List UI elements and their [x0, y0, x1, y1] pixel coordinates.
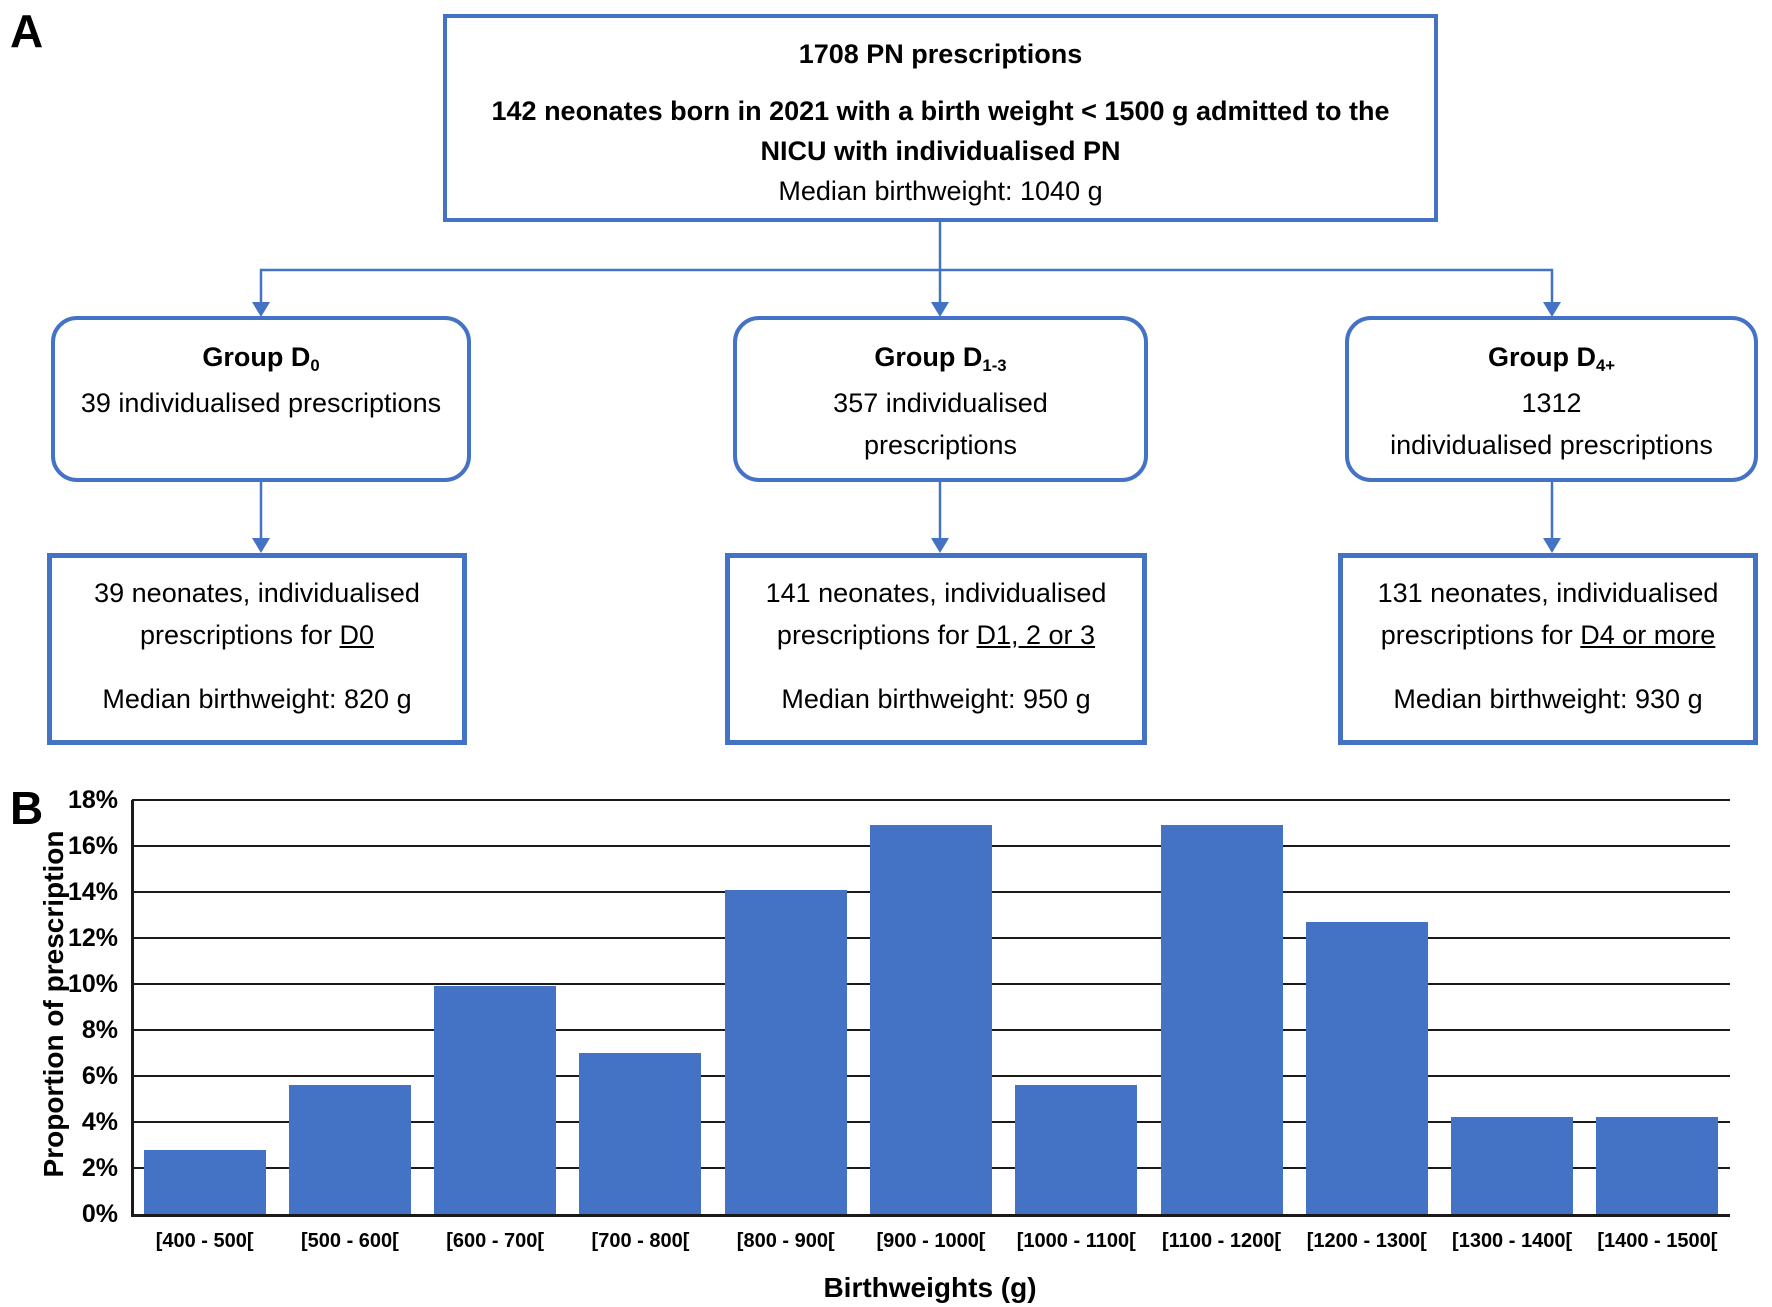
- group-d4plus-count-line2: individualised prescriptions: [1390, 430, 1713, 460]
- panel-b-label: B: [10, 782, 44, 834]
- y-tick-label-8pct: 8%: [81, 1016, 118, 1044]
- x-tick-label-[1400 - 1500[: [1400 - 1500[: [1597, 1230, 1718, 1252]
- flow-box-outcome-d4plus: 131 neonates, individualised prescriptio…: [1338, 553, 1758, 745]
- x-tick-label-[1100 - 1200[: [1100 - 1200[: [1162, 1230, 1282, 1252]
- group-name: Group D: [1487, 342, 1596, 372]
- outcome-text: prescriptions for: [776, 620, 977, 650]
- gridline-18pct: [132, 798, 1730, 802]
- arrowhead: [931, 538, 949, 553]
- outcome-d4plus-median: Median birthweight: 930 g: [1393, 684, 1703, 714]
- y-tick-label-14pct: 14%: [67, 878, 118, 906]
- x-tick-label-[800 - 900[: [800 - 900[: [736, 1230, 835, 1252]
- group-subscript: 4+: [1595, 355, 1616, 375]
- group-name: Group D: [874, 342, 983, 372]
- spacer: [730, 656, 1142, 678]
- group-subscript: 0: [310, 355, 320, 375]
- bar-[1400 - 1500[: [1596, 1117, 1719, 1214]
- spacer: [1343, 656, 1753, 678]
- outcome-d4plus-line2: prescriptions for D4 or more: [1343, 614, 1753, 656]
- group-name: Group D: [202, 342, 311, 372]
- arrowhead: [252, 538, 270, 553]
- group-d1-3-count-line1: 357 individualised: [833, 388, 1048, 418]
- bar-[600 - 700[: [434, 986, 557, 1214]
- y-tick-label-2pct: 2%: [81, 1154, 118, 1182]
- x-axis-title: Birthweights (g): [823, 1272, 1037, 1303]
- y-tick-label-18pct: 18%: [67, 786, 118, 814]
- group-d0-title: Group D0: [55, 336, 467, 382]
- spacer: [52, 656, 462, 678]
- x-axis-line: [131, 1214, 1730, 1217]
- flow-box-outcome-d0: 39 neonates, individualised prescription…: [47, 553, 467, 745]
- total-prescriptions-line: 1708 PN prescriptions: [798, 39, 1083, 69]
- outcome-d0-median: Median birthweight: 820 g: [102, 684, 412, 714]
- y-axis-line: [131, 800, 134, 1216]
- outcome-d4plus-line1: 131 neonates, individualised: [1377, 578, 1719, 608]
- x-tick-label-[1000 - 1100[: [1000 - 1100[: [1016, 1230, 1136, 1252]
- x-tick-label-[1200 - 1300[: [1200 - 1300[: [1306, 1230, 1427, 1252]
- group-d1-3-title: Group D1-3: [737, 336, 1144, 382]
- flow-box-group-d4plus: Group D4+ 1312 individualised prescripti…: [1345, 316, 1758, 482]
- spacer: [447, 74, 1434, 91]
- outcome-day-label: D1, 2 or 3: [976, 620, 1096, 650]
- bar-[400 - 500[: [143, 1149, 266, 1214]
- y-tick-label-6pct: 6%: [81, 1062, 118, 1090]
- group-d4plus-title: Group D4+: [1349, 336, 1754, 382]
- outcome-day-label: D0: [339, 620, 375, 650]
- bar-[500 - 600[: [288, 1085, 411, 1214]
- y-tick-label-12pct: 12%: [67, 924, 118, 952]
- outcome-d0-line2: prescriptions for D0: [52, 614, 462, 656]
- cohort-description-line2: NICU with individualised PN: [760, 136, 1121, 166]
- y-tick-label-10pct: 10%: [67, 970, 118, 998]
- outcome-day-label: D4 or more: [1580, 620, 1716, 650]
- flow-box-outcome-d1-3: 141 neonates, individualised prescriptio…: [725, 553, 1147, 745]
- outcome-text: prescriptions for: [139, 620, 340, 650]
- arrowhead: [1543, 538, 1561, 553]
- group-subscript: 1-3: [982, 355, 1007, 375]
- arrowhead: [931, 302, 949, 317]
- flow-connectors: [252, 222, 1561, 553]
- y-tick-label-0pct: 0%: [81, 1200, 118, 1228]
- y-tick-label-16pct: 16%: [67, 832, 118, 860]
- bar-[800 - 900[: [724, 889, 847, 1214]
- panel-a-label: A: [10, 5, 44, 57]
- cohort-median-birthweight: Median birthweight: 1040 g: [778, 176, 1103, 206]
- x-tick-label-[700 - 800[: [700 - 800[: [591, 1230, 690, 1252]
- birthweight-bar-chart: Proportion of prescription 0% 2% 4% 6% 8% 10%…: [0, 780, 1772, 1307]
- x-tick-label-[600 - 700[: [600 - 700[: [446, 1230, 545, 1252]
- bar-[1200 - 1300[: [1305, 921, 1428, 1214]
- bar-[900 - 1000[: [870, 825, 992, 1214]
- flow-box-total: 1708 PN prescriptions 142 neonates born …: [443, 14, 1438, 222]
- flow-box-group-d0: Group D0 39 individualised prescriptions: [51, 316, 471, 482]
- bar-[1100 - 1200[: [1160, 825, 1283, 1214]
- x-tick-label-[500 - 600[: [500 - 600[: [300, 1230, 399, 1252]
- y-tick-label-4pct: 4%: [81, 1108, 118, 1136]
- outcome-d1-3-median: Median birthweight: 950 g: [781, 684, 1091, 714]
- x-tick-label-[400 - 500[: [400 - 500[: [155, 1230, 254, 1252]
- bar-[1300 - 1400[: [1451, 1117, 1574, 1214]
- outcome-d1-3-line2: prescriptions for D1, 2 or 3: [730, 614, 1142, 656]
- outcome-d1-3-line1: 141 neonates, individualised: [765, 578, 1107, 608]
- group-d1-3-count-line2: prescriptions: [863, 430, 1018, 460]
- arrowhead: [252, 302, 270, 317]
- bar-[1000 - 1100[: [1015, 1085, 1138, 1214]
- flow-box-group-d1-3: Group D1-3 357 individualised prescripti…: [733, 316, 1148, 482]
- arrowhead: [1543, 302, 1561, 317]
- outcome-d0-line1: 39 neonates, individualised: [94, 578, 420, 608]
- group-d0-count: 39 individualised prescriptions: [80, 388, 442, 418]
- x-tick-label-[900 - 1000[: [900 - 1000[: [876, 1230, 986, 1252]
- outcome-text: prescriptions for: [1380, 620, 1581, 650]
- cohort-description-line1: 142 neonates born in 2021 with a birth w…: [491, 96, 1390, 126]
- bar-[700 - 800[: [579, 1053, 702, 1214]
- group-d4plus-count-line1: 1312: [1521, 388, 1582, 418]
- x-tick-label-[1300 - 1400[: [1300 - 1400[: [1452, 1230, 1573, 1252]
